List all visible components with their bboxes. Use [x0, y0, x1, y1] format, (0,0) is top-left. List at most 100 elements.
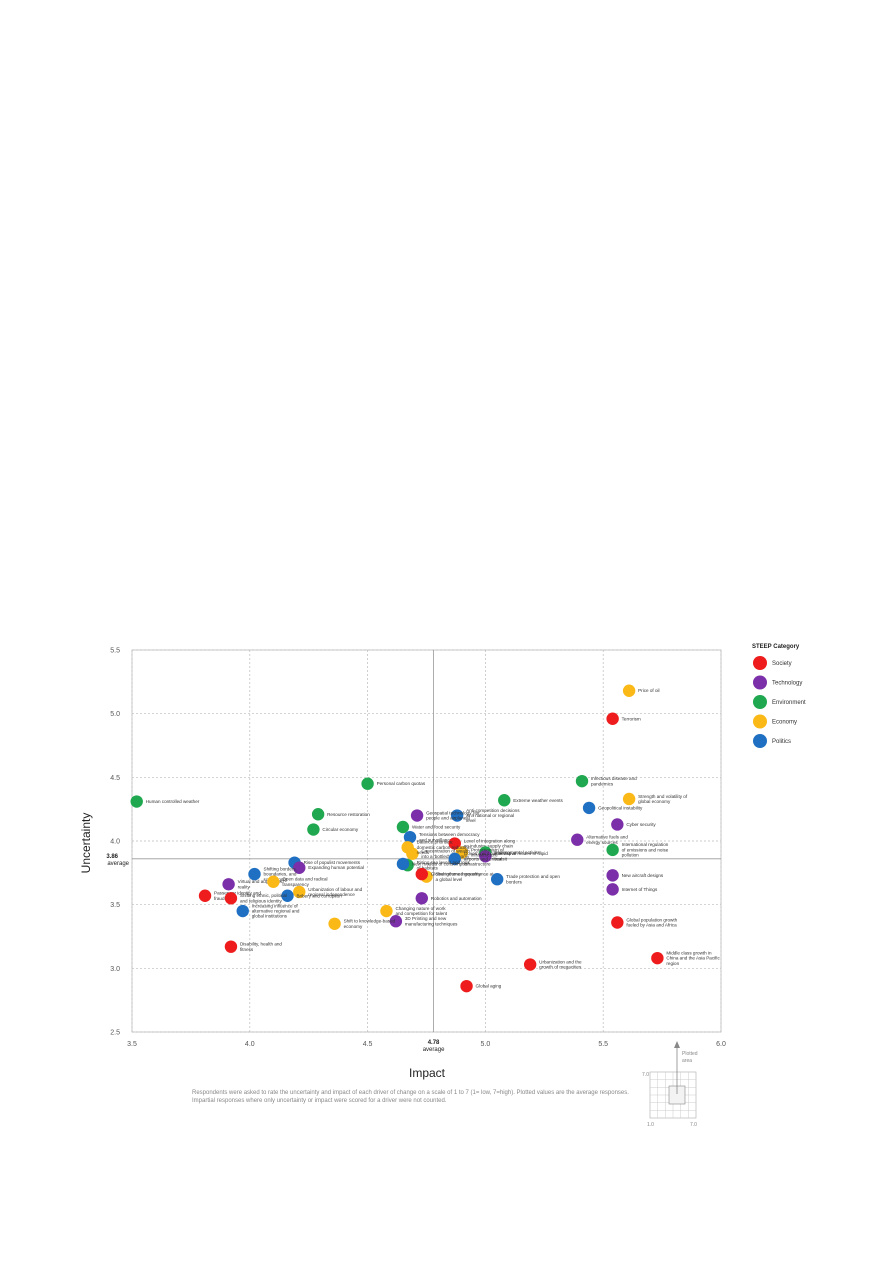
data-point — [293, 861, 306, 874]
data-point — [606, 843, 619, 857]
point-label: Global income inequality — [431, 872, 482, 877]
point-label: Strengthened governance at a global level — [436, 872, 495, 882]
data-point — [622, 792, 636, 806]
inset-label: area — [682, 1058, 692, 1064]
data-point — [410, 809, 424, 822]
data-point — [396, 820, 410, 834]
point-label: Protectionism of infrastructure — [471, 847, 505, 857]
point-label: Level of integration along an industry su… — [464, 838, 516, 848]
data-point — [130, 795, 143, 808]
point-label: Balance priorities: domestic carbon reduc… — [417, 840, 471, 855]
data-point — [267, 875, 280, 888]
data-point — [490, 873, 504, 886]
point-label: Extreme weather events — [513, 798, 563, 803]
point-label: Geopolitical instability — [598, 805, 643, 810]
point-label: Resource restoration — [327, 812, 370, 817]
data-point — [450, 809, 464, 822]
data-point — [651, 951, 664, 965]
data-point — [281, 889, 294, 902]
tick-labels: 3.5 4.0 4.5 5.0 5.5 6.0 2.5 3.0 3.5 4.0 4.5 5.0 5.5 4… — [106, 648, 726, 1054]
inset-x-end: 7.0 — [690, 1122, 697, 1128]
point-label: Trade protection and open borders — [506, 874, 560, 884]
data-point — [380, 904, 393, 918]
data-point — [389, 915, 403, 928]
data-point — [401, 841, 414, 854]
x-tick-label: 5.0 — [481, 1041, 491, 1048]
x-tick-label: 5.5 — [598, 1041, 608, 1048]
x-tick-label: 4.5 — [363, 1041, 373, 1048]
point-label: Human controlled weather — [146, 799, 200, 804]
point-label: Bribery and corruption — [296, 893, 342, 898]
y-tick-label: 4.0 — [110, 839, 120, 846]
data-point — [307, 823, 320, 836]
point-label: Shifting ethnic, political and religious … — [240, 893, 287, 903]
inset-arrow-head — [674, 1041, 680, 1048]
point-label: 3D Printing and new manufacturing techniq… — [405, 916, 458, 926]
data-point — [311, 808, 325, 821]
y-tick-label: 2.5 — [110, 1030, 120, 1037]
point-label: Strength and volatility of global economy — [638, 794, 688, 804]
data-point — [328, 917, 341, 930]
point-label: Urbanization of labour and regional indep… — [308, 887, 362, 897]
legend-label: Society — [772, 661, 792, 667]
legend-label: Politics — [772, 739, 791, 745]
data-point — [582, 801, 596, 815]
data-point — [198, 889, 212, 902]
x-tick-label: 6.0 — [716, 1041, 726, 1048]
y-tick-label: 5.5 — [110, 648, 120, 655]
data-point — [236, 904, 249, 918]
data-point — [224, 940, 238, 953]
legend: STEEP Category Society Technology Environme… — [752, 644, 806, 748]
inset-x-start: 1.0 — [647, 1122, 654, 1128]
point-label: New models of consumption — [412, 861, 470, 866]
x-tick-label: 3.5 — [127, 1041, 137, 1048]
data-point — [606, 869, 619, 882]
point-label: Shift to knowledge-based economy — [344, 919, 396, 929]
data-point — [448, 837, 461, 850]
x-axis-title: Impact — [409, 1066, 446, 1080]
data-point — [224, 892, 238, 905]
data-point — [415, 867, 428, 881]
y-tick-label: 3.5 — [110, 902, 120, 909]
point-label: Passenger identity and fraud — [214, 891, 261, 901]
data-point — [611, 916, 624, 929]
data-point — [498, 794, 511, 807]
data-point — [460, 979, 473, 993]
data-point — [611, 818, 624, 831]
data-point — [403, 830, 417, 844]
point-label: Internet of Things — [622, 887, 658, 892]
point-label: Alternative modes of rapid transit — [494, 851, 548, 861]
point-label: Changing nature of work and competition f… — [395, 906, 447, 916]
point-label: Expanding human potential — [308, 865, 364, 870]
point-label: Increasing influence of alternative regio… — [252, 903, 300, 918]
point-label: Infectious disease and pandemics — [591, 776, 637, 786]
data-point — [523, 958, 537, 971]
data-point — [361, 777, 374, 790]
point-label: New aircraft designs — [622, 873, 664, 878]
point-label: Open data and radical transparency — [282, 877, 327, 887]
data-point — [293, 885, 306, 899]
y-axis-title: Uncertainty — [79, 813, 93, 874]
x-average-value: 4.78 — [428, 1040, 440, 1046]
point-label: Government ownership of airports and crit… — [464, 851, 517, 866]
point-label: Rising sea levels and loss of habitats — [417, 860, 471, 870]
data-point — [415, 892, 428, 905]
legend-label: Technology — [772, 681, 802, 687]
data-point — [448, 852, 461, 866]
point-label: Middle class growth in China and the Asia… — [666, 950, 720, 965]
legend-title: STEEP Category — [752, 644, 800, 650]
x-tick-label: 4.0 — [245, 1041, 255, 1048]
y-tick-label: 5.0 — [110, 711, 120, 718]
data-point — [222, 878, 235, 891]
point-label: Rise of populist movements — [304, 860, 361, 865]
data-points: Price of oil Terrorism Infectious disease … — [130, 684, 720, 993]
legend-swatch — [753, 695, 767, 709]
point-label: Price of oil — [638, 688, 659, 693]
data-point — [606, 712, 619, 725]
y-average-label: average — [107, 861, 129, 867]
footnote: Respondents were asked to rate the uncer… — [192, 1090, 629, 1104]
data-point — [571, 833, 584, 846]
data-point — [575, 774, 589, 788]
